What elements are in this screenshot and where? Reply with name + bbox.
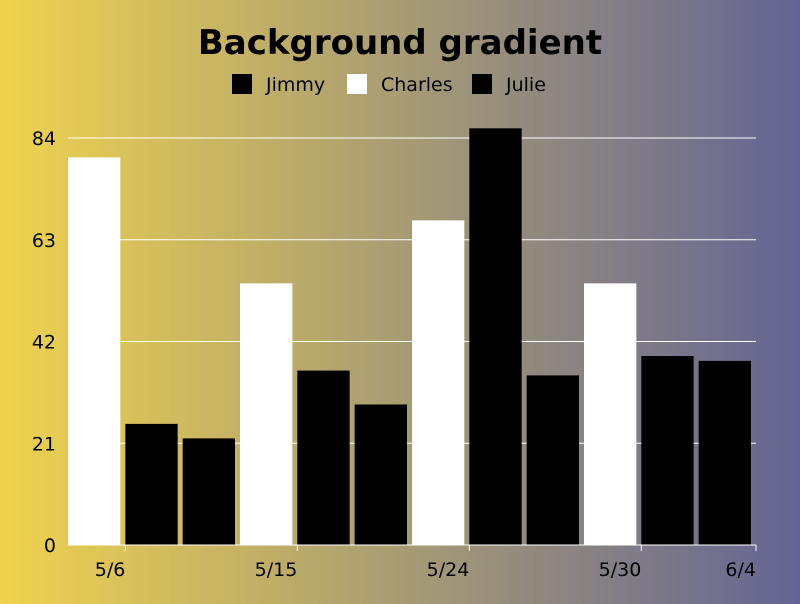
bar-charles xyxy=(68,157,121,545)
bar-jimmy xyxy=(182,438,235,545)
y-axis: 0 21 42 63 84 xyxy=(32,128,56,557)
y-tick-label: 84 xyxy=(32,128,56,150)
x-tick-label: 5/6 xyxy=(95,559,126,581)
chart-title: Background gradient xyxy=(198,23,602,63)
bars xyxy=(68,128,751,546)
bar-charles xyxy=(240,283,293,545)
legend-label: Charles xyxy=(381,74,453,96)
x-tick-label: 5/15 xyxy=(255,559,298,581)
legend: Jimmy Charles Julie xyxy=(232,74,546,96)
x-tick-label: 5/30 xyxy=(599,559,642,581)
y-tick-label: 63 xyxy=(32,230,56,252)
legend-swatch xyxy=(232,74,252,94)
y-tick-label: 42 xyxy=(32,332,56,354)
legend-swatch xyxy=(347,74,367,94)
bar-julie xyxy=(297,370,350,545)
bar-julie xyxy=(125,423,178,545)
legend-label: Jimmy xyxy=(265,74,325,96)
x-tick-label: 5/24 xyxy=(427,559,470,581)
bar-julie xyxy=(469,128,522,546)
legend-label: Julie xyxy=(505,74,546,96)
y-tick-label: 0 xyxy=(44,535,56,557)
bar-jimmy xyxy=(526,375,579,545)
bar-charles xyxy=(412,220,465,545)
bar-julie xyxy=(641,356,694,545)
bar-charles xyxy=(584,283,637,545)
x-tick-label: 6/4 xyxy=(725,559,756,581)
bar-jimmy xyxy=(698,360,751,545)
bar-jimmy xyxy=(354,404,407,545)
y-tick-label: 21 xyxy=(32,433,56,455)
x-axis: 5/6 5/15 5/24 5/30 6/4 xyxy=(68,544,757,581)
legend-swatch xyxy=(472,74,492,94)
